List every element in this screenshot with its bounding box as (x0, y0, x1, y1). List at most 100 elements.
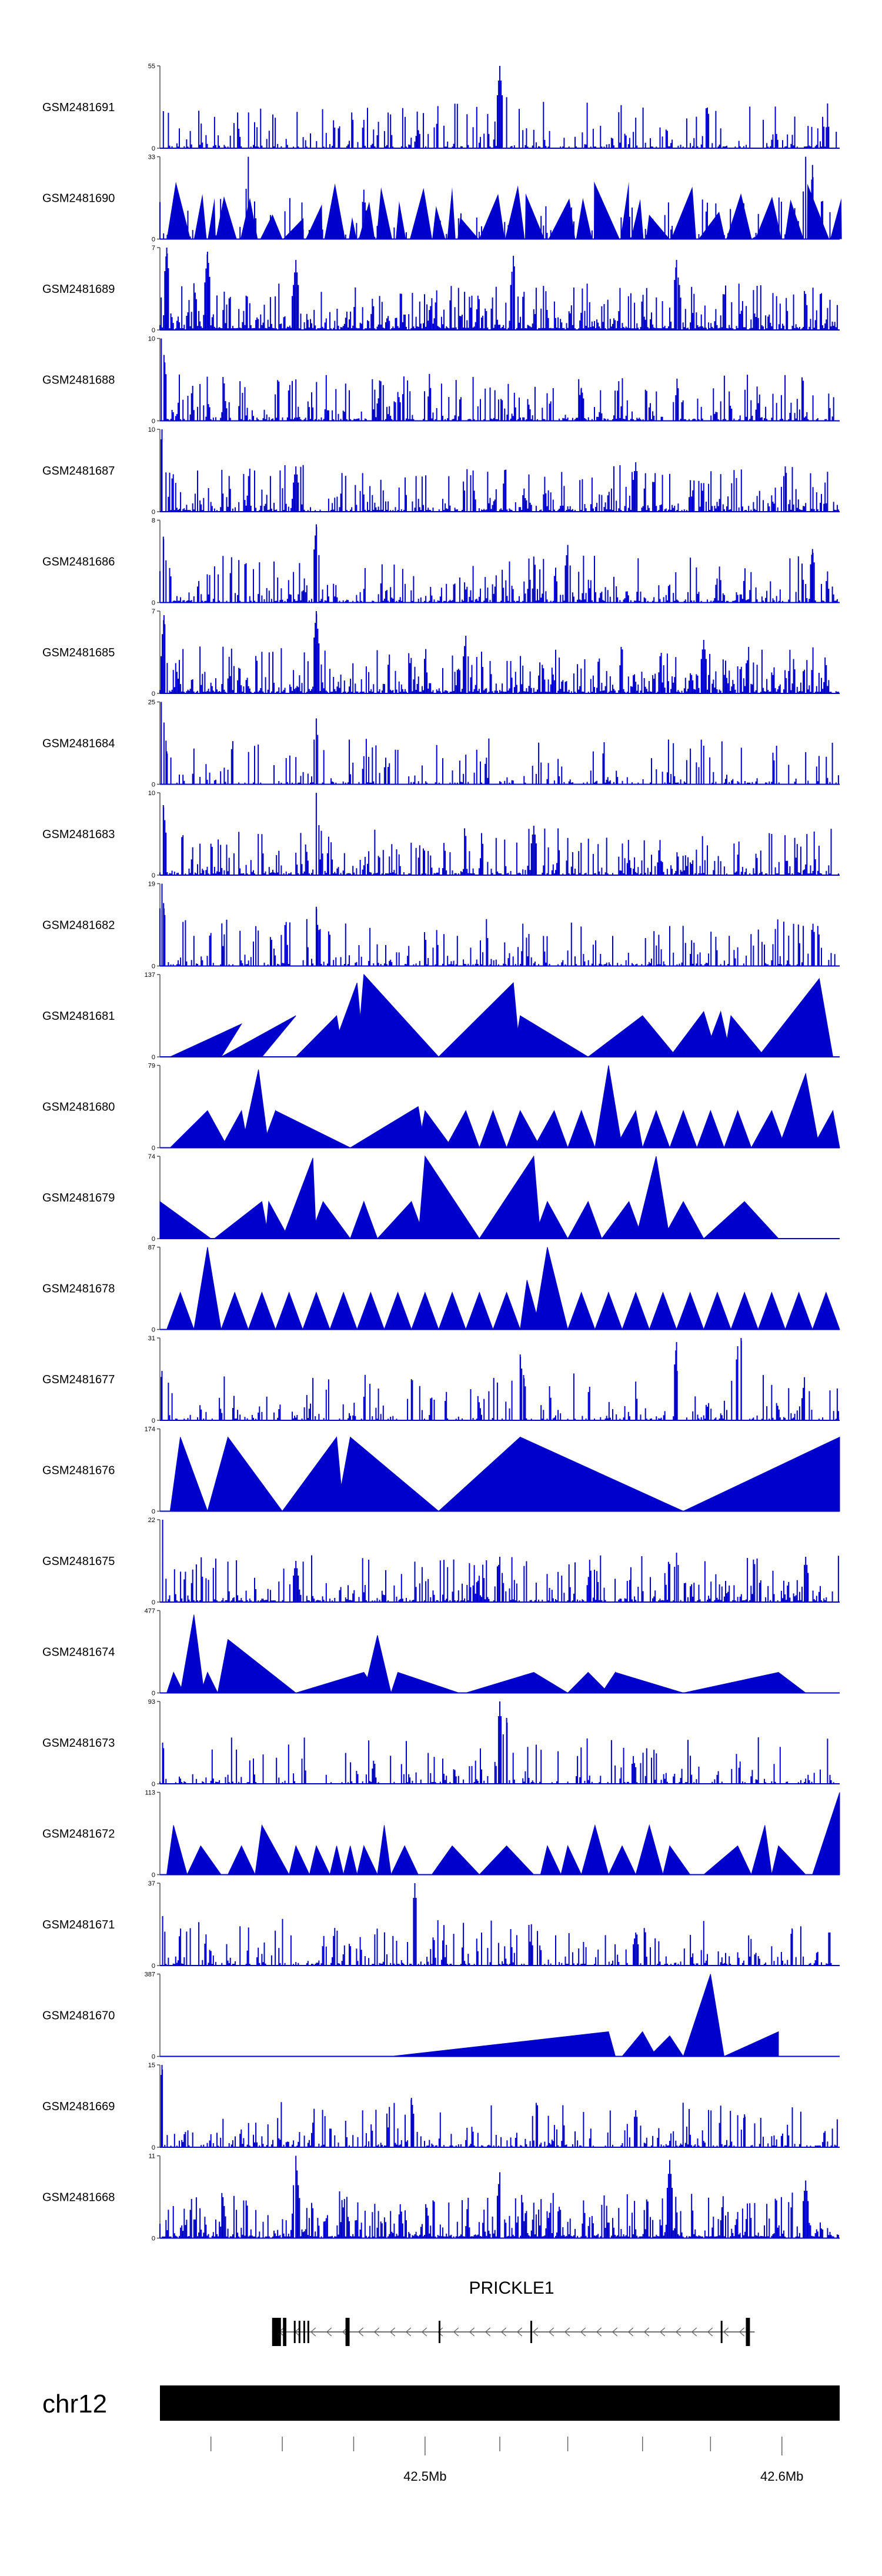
y-min-label: 0 (152, 145, 155, 152)
peak-triangle (533, 1110, 569, 1148)
peak-triangle (343, 1846, 358, 1875)
gene-exon (303, 2321, 305, 2343)
peak-triangle (169, 1110, 229, 1148)
peak-triangle (227, 1845, 256, 1875)
peak-triangle (567, 1292, 596, 1330)
peak-triangle (220, 1110, 249, 1148)
signal-bars (159, 793, 839, 875)
y-min-label: 0 (152, 1872, 155, 1879)
y-max-label: 25 (148, 699, 155, 706)
track-GSM2481677: GSM2481677 31 0 (42, 1335, 840, 1424)
y-min-label: 0 (152, 782, 155, 789)
track-label: GSM2481670 (42, 2010, 115, 2023)
peak-triangle (166, 1292, 195, 1330)
peak-triangle (784, 1292, 813, 1330)
track-GSM2481678: GSM2481678 87 0 (42, 1244, 840, 1334)
y-max-label: 387 (145, 1971, 155, 1978)
peak-triangle (671, 186, 696, 239)
peak-triangle (662, 1845, 691, 1875)
track-GSM2481671: GSM2481671 37 0 (42, 1880, 840, 1970)
y-max-label: 7 (152, 608, 155, 615)
y-max-label: 93 (148, 1699, 155, 1706)
y-max-label: 10 (148, 790, 155, 797)
peak-triangle (676, 1292, 704, 1330)
y-max-label: 74 (148, 1153, 155, 1160)
peak-triangle (594, 1065, 623, 1148)
peak-triangle (608, 1845, 636, 1875)
peak-triangle (166, 1825, 188, 1875)
signal-bars (159, 883, 836, 966)
peak-triangle (390, 1845, 419, 1875)
peak-triangle (309, 1200, 351, 1239)
track-label: GSM2481677 (42, 1373, 115, 1386)
peak-triangle (540, 1844, 562, 1875)
track-GSM2481679: GSM2481679 74 0 (42, 1153, 840, 1243)
signal-bars (159, 2155, 839, 2238)
gene-exon (298, 2321, 300, 2343)
y-min-label: 0 (152, 690, 155, 698)
peak-triangle (240, 198, 258, 239)
track-label: GSM2481690 (42, 192, 115, 205)
peak-triangle (186, 1845, 222, 1875)
y-max-label: 33 (148, 154, 155, 161)
gene-exon (345, 2318, 350, 2346)
peak-triangle (646, 214, 670, 239)
peak-triangle (683, 1436, 840, 1511)
y-min-label: 0 (152, 1236, 155, 1243)
y-min-label: 0 (152, 600, 155, 607)
peak-triangle (200, 1671, 219, 1693)
peak-triangle (581, 1824, 609, 1875)
peak-triangle (466, 1671, 569, 1693)
track-label: GSM2481673 (42, 1737, 115, 1750)
peak-triangle (479, 1155, 541, 1239)
peak-triangle (215, 196, 237, 239)
peak-triangle (505, 185, 525, 239)
y-min-label: 0 (152, 1054, 155, 1061)
signal-bars (159, 611, 839, 693)
peak-triangle (751, 1825, 772, 1875)
peak-triangle (410, 188, 432, 239)
signal-bars (159, 524, 838, 603)
peak-triangle (166, 1671, 185, 1693)
peak-triangle (576, 198, 592, 239)
peak-triangle (703, 1201, 780, 1239)
y-min-label: 0 (152, 1327, 155, 1334)
y-min-label: 0 (152, 872, 155, 879)
signal-bars (159, 1701, 834, 1784)
y-max-label: 113 (145, 1790, 155, 1797)
track-label: GSM2481689 (42, 283, 115, 296)
track-GSM2481676: GSM2481676 174 0 (42, 1426, 840, 1516)
peak-triangle (724, 2031, 779, 2057)
peak-triangle (208, 198, 216, 239)
peak-triangle (437, 982, 521, 1057)
peak-triangle (169, 1437, 208, 1511)
signal-bars (161, 702, 839, 785)
peak-triangle (683, 1974, 725, 2057)
y-min-label: 0 (152, 1963, 155, 1970)
peak-triangle (390, 2031, 616, 2057)
peak-triangle (533, 1247, 569, 1330)
peak-triangle (220, 1015, 296, 1057)
track-GSM2481681: GSM2481681 137 0 (42, 972, 840, 1061)
peak-triangle (506, 1110, 542, 1148)
peak-triangle (349, 1106, 426, 1148)
peak-triangle (282, 1157, 317, 1239)
y-max-label: 22 (148, 1517, 155, 1524)
signal-bars (161, 2065, 838, 2147)
y-min-label: 0 (152, 418, 155, 425)
peak-triangle (457, 217, 479, 239)
track-GSM2481688: GSM2481688 10 0 (42, 336, 840, 425)
track-GSM2481672: GSM2481672 113 0 (42, 1790, 840, 1879)
track-label: GSM2481681 (42, 1010, 115, 1023)
peak-triangle (567, 1200, 603, 1239)
y-max-label: 31 (148, 1335, 155, 1342)
peak-triangle (411, 1292, 439, 1330)
peak-triangle (432, 206, 446, 239)
signal-bars (162, 66, 837, 148)
track-label: GSM2481679 (42, 1192, 115, 1204)
track-GSM2481680: GSM2481680 79 0 (42, 1063, 840, 1152)
peak-triangle (723, 1015, 766, 1057)
peak-triangle (594, 181, 620, 239)
track-label: GSM2481684 (42, 738, 115, 750)
